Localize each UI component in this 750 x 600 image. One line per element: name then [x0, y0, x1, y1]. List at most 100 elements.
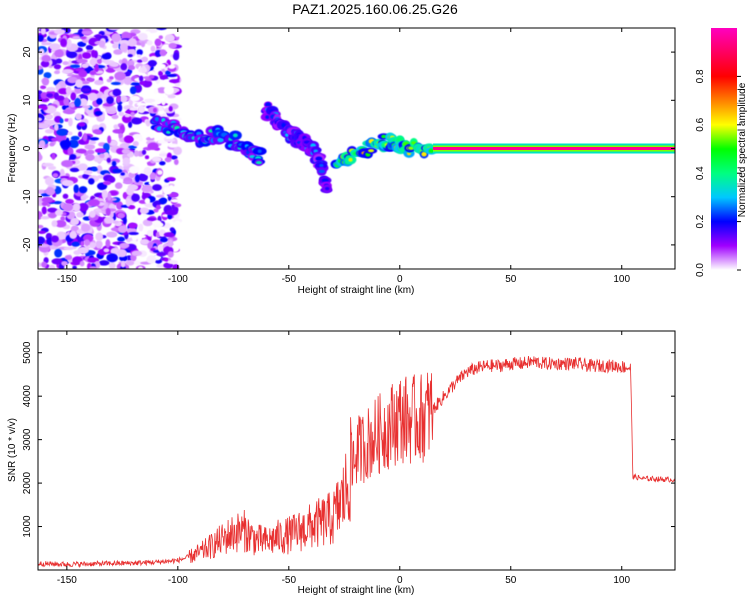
spectrogram-cell: [77, 131, 83, 138]
spectrogram-cell: [88, 140, 97, 145]
spectrogram-cell: [74, 97, 81, 107]
spectrogram-cell: [139, 75, 144, 82]
spectrogram-cell: [156, 251, 167, 257]
spectrogram-cell: [76, 58, 88, 64]
spectrogram-cell: [168, 64, 176, 69]
spectrogram-cell: [154, 116, 160, 122]
spectrogram-cell: [123, 135, 134, 144]
spectrogram-cell: [126, 187, 134, 196]
spectrogram-cell: [146, 229, 153, 237]
spectrogram-cell: [122, 217, 127, 225]
spectrogram-cell: [67, 131, 73, 136]
colorbar-tick-label: 0.2: [695, 214, 706, 228]
x-tick-label: 50: [505, 575, 517, 586]
spectrogram-cell: [131, 193, 140, 202]
spectrogram-cell: [51, 153, 56, 160]
spectrogram-cell: [61, 69, 74, 74]
spectrogram-cell: [168, 106, 173, 112]
spectrogram-cell: [72, 202, 81, 212]
spectrogram-cell: [111, 114, 119, 120]
spectrogram-cell: [143, 98, 156, 103]
spectrogram-cell: [86, 49, 93, 53]
spectrogram-cell: [124, 114, 131, 118]
spectrogram-cell: [62, 109, 75, 115]
spectrogram-cell: [138, 173, 149, 182]
snr-x-ticks: -150 -100 -50 0 50 100: [57, 331, 631, 586]
spectrogram-cell: [67, 147, 74, 157]
y-tick-label: 10: [22, 94, 33, 106]
x-tick-label: -100: [168, 274, 188, 285]
spectrogram-cell: [79, 98, 88, 106]
spectrogram-cell: [47, 207, 58, 213]
spectrogram-cell: [159, 96, 166, 102]
spectrogram-cell: [154, 38, 162, 47]
spectrogram-cell: [159, 237, 168, 243]
spectrogram-cell: [115, 201, 124, 210]
spectrogram-cell: [143, 166, 152, 176]
spectrogram-cell: [117, 225, 128, 233]
spectrogram-cell: [77, 246, 89, 254]
spectrogram-cell: [163, 262, 174, 269]
spectrogram-cell: [112, 168, 123, 174]
spectrogram-y-ticks: -20 -10 0 10 20: [22, 46, 675, 252]
spectrogram-cell: [89, 70, 97, 76]
spectrogram-cell: [47, 165, 57, 171]
spectrogram-cell: [46, 93, 54, 98]
spectrogram-cell: [55, 219, 67, 228]
spectrogram-cell: [155, 194, 165, 198]
spectrogram-cell: [111, 33, 122, 43]
spectrogram-cell: [428, 148, 435, 154]
spectrogram-cell: [144, 125, 150, 134]
spectrogram-cell: [86, 77, 95, 83]
spectrogram-cell: [94, 148, 107, 154]
spectrogram-cell: [67, 76, 78, 84]
spectrogram-cell: [172, 52, 180, 61]
colorbar-bar: [711, 28, 737, 270]
spectrogram-cell: [92, 129, 102, 135]
spectrogram-cell: [128, 165, 140, 174]
spectrogram-cell: [156, 28, 167, 31]
spectrogram-cell: [102, 103, 114, 107]
spectrogram-cell: [54, 123, 59, 131]
spectrogram-cell: [85, 153, 95, 161]
spectrogram-cell: [107, 110, 117, 114]
spectrogram-cell: [411, 141, 417, 145]
spectrogram-cell: [146, 255, 157, 264]
spectrogram-cell: [40, 85, 47, 90]
spectrogram-cell: [75, 113, 82, 121]
spectrogram-cell: [107, 191, 112, 201]
spectrogram-cell: [61, 159, 74, 168]
spectrogram-cell: [52, 173, 59, 178]
spectrogram-cell: [128, 222, 138, 229]
spectrogram-cell: [59, 139, 72, 148]
spectrogram-cell: [44, 176, 55, 186]
spectrogram-cell: [54, 49, 64, 58]
spectrogram-cell: [101, 189, 108, 199]
spectrogram-cell: [153, 88, 159, 95]
y-tick-label: 20: [22, 46, 33, 58]
spectrogram-cell: [136, 102, 147, 107]
spectrogram-cell: [106, 253, 119, 263]
spectrogram-cell: [150, 45, 156, 52]
spectrogram-cell: [144, 131, 151, 137]
spectrogram-cell: [381, 134, 387, 139]
spectrogram-cell: [112, 220, 119, 224]
y-tick-label: 5000: [22, 341, 33, 364]
spectrogram-cell: [131, 215, 139, 223]
spectrogram-cell: [38, 236, 46, 245]
spectrogram-cell: [88, 178, 95, 185]
spectrogram-cell: [105, 239, 111, 248]
spectrogram-cell: [69, 102, 76, 108]
chart-title: PAZ1.2025.160.06.25.G26: [292, 1, 458, 17]
colorbar-tick-label: 0.6: [695, 117, 706, 131]
colorbar-label: Normalized spectral amplitude: [737, 82, 748, 217]
spectrogram-cell: [48, 264, 56, 269]
spectrogram-cell: [127, 38, 137, 47]
spectrogram-cell: [62, 203, 73, 212]
spectrogram-cell: [159, 49, 167, 57]
snr-x-label: Height of straight line (km): [298, 585, 415, 596]
spectrogram-cell: [122, 191, 128, 200]
spectrogram-cell: [134, 174, 140, 183]
spectrogram-cell: [113, 49, 123, 55]
